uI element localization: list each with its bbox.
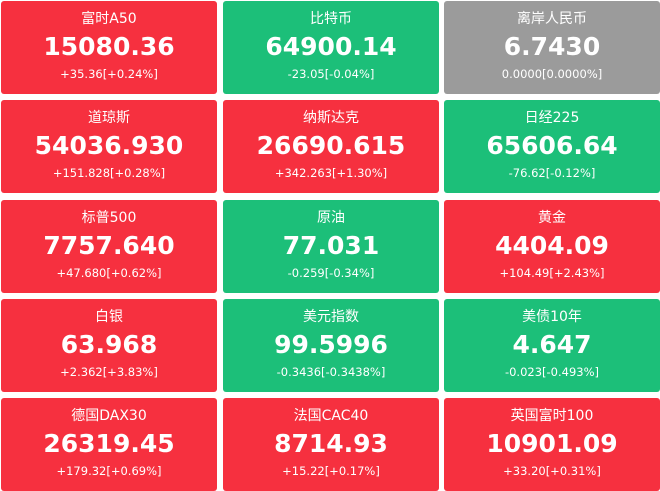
tile-us-10y-treasury[interactable]: 美债10年 4.647 -0.023[-0.493%] — [444, 299, 660, 392]
tile-price: 4.647 — [512, 330, 592, 359]
tile-price: 65606.64 — [486, 131, 618, 160]
tile-change: +15.22[+0.17%] — [282, 464, 380, 478]
tile-price: 26690.615 — [256, 131, 406, 160]
tile-price: 10901.09 — [486, 429, 618, 458]
tile-price: 7757.640 — [43, 231, 175, 260]
tile-change: +47.680[+0.62%] — [56, 266, 162, 280]
tile-change: 0.0000[0.0000%] — [501, 67, 603, 81]
tile-change: +104.49[+2.43%] — [499, 266, 605, 280]
tile-price: 4404.09 — [495, 231, 609, 260]
tile-bitcoin[interactable]: 比特币 64900.14 -23.05[-0.04%] — [223, 1, 439, 94]
tile-change: -0.259[-0.34%] — [287, 266, 375, 280]
tile-name: 道琼斯 — [88, 110, 130, 126]
tile-change: +151.828[+0.28%] — [52, 166, 166, 180]
tile-name: 富时A50 — [81, 11, 137, 27]
tile-name: 白银 — [95, 309, 123, 325]
tile-change: +342.263[+1.30%] — [274, 166, 388, 180]
tile-dax-30[interactable]: 德国DAX30 26319.45 +179.32[+0.69%] — [1, 398, 217, 491]
tile-price: 99.5996 — [274, 330, 388, 359]
tile-offshore-rmb[interactable]: 离岸人民币 6.7430 0.0000[0.0000%] — [444, 1, 660, 94]
tile-price: 63.968 — [60, 330, 158, 359]
tile-dollar-index[interactable]: 美元指数 99.5996 -0.3436[-0.3438%] — [223, 299, 439, 392]
tile-name: 纳斯达克 — [303, 110, 359, 126]
tile-price: 77.031 — [282, 231, 380, 260]
tile-change: +2.362[+3.83%] — [60, 365, 158, 379]
tile-ftse-china-a50[interactable]: 富时A50 15080.36 +35.36[+0.24%] — [1, 1, 217, 94]
tile-price: 6.7430 — [503, 32, 601, 61]
tile-name: 德国DAX30 — [71, 408, 147, 424]
tile-change: +35.36[+0.24%] — [60, 67, 158, 81]
tile-change: -23.05[-0.04%] — [287, 67, 375, 81]
tile-price: 8714.93 — [274, 429, 388, 458]
tile-change: -0.023[-0.493%] — [504, 365, 600, 379]
tile-crude-oil[interactable]: 原油 77.031 -0.259[-0.34%] — [223, 200, 439, 293]
tile-name: 法国CAC40 — [293, 408, 369, 424]
tile-nasdaq[interactable]: 纳斯达克 26690.615 +342.263[+1.30%] — [223, 100, 439, 193]
tile-dow-jones[interactable]: 道琼斯 54036.930 +151.828[+0.28%] — [1, 100, 217, 193]
tile-change: +179.32[+0.69%] — [56, 464, 162, 478]
tile-price: 64900.14 — [265, 32, 397, 61]
tile-name: 离岸人民币 — [517, 11, 587, 27]
tile-name: 美债10年 — [522, 309, 582, 325]
tile-name: 标普500 — [81, 210, 137, 226]
tile-change: +33.20[+0.31%] — [503, 464, 601, 478]
tile-cac-40[interactable]: 法国CAC40 8714.93 +15.22[+0.17%] — [223, 398, 439, 491]
tile-price: 26319.45 — [43, 429, 175, 458]
tile-name: 原油 — [317, 210, 345, 226]
tile-price: 15080.36 — [43, 32, 175, 61]
tile-sp-500[interactable]: 标普500 7757.640 +47.680[+0.62%] — [1, 200, 217, 293]
tile-name: 黄金 — [538, 210, 566, 226]
tile-name: 英国富时100 — [510, 408, 594, 424]
tile-price: 54036.930 — [34, 131, 184, 160]
tile-ftse-100[interactable]: 英国富时100 10901.09 +33.20[+0.31%] — [444, 398, 660, 491]
tile-gold[interactable]: 黄金 4404.09 +104.49[+2.43%] — [444, 200, 660, 293]
tile-nikkei-225[interactable]: 日经225 65606.64 -76.62[-0.12%] — [444, 100, 660, 193]
tile-name: 日经225 — [524, 110, 580, 126]
tile-change: -0.3436[-0.3438%] — [276, 365, 386, 379]
tile-change: -76.62[-0.12%] — [508, 166, 596, 180]
tile-name: 美元指数 — [303, 309, 359, 325]
tile-silver[interactable]: 白银 63.968 +2.362[+3.83%] — [1, 299, 217, 392]
tile-name: 比特币 — [310, 11, 352, 27]
